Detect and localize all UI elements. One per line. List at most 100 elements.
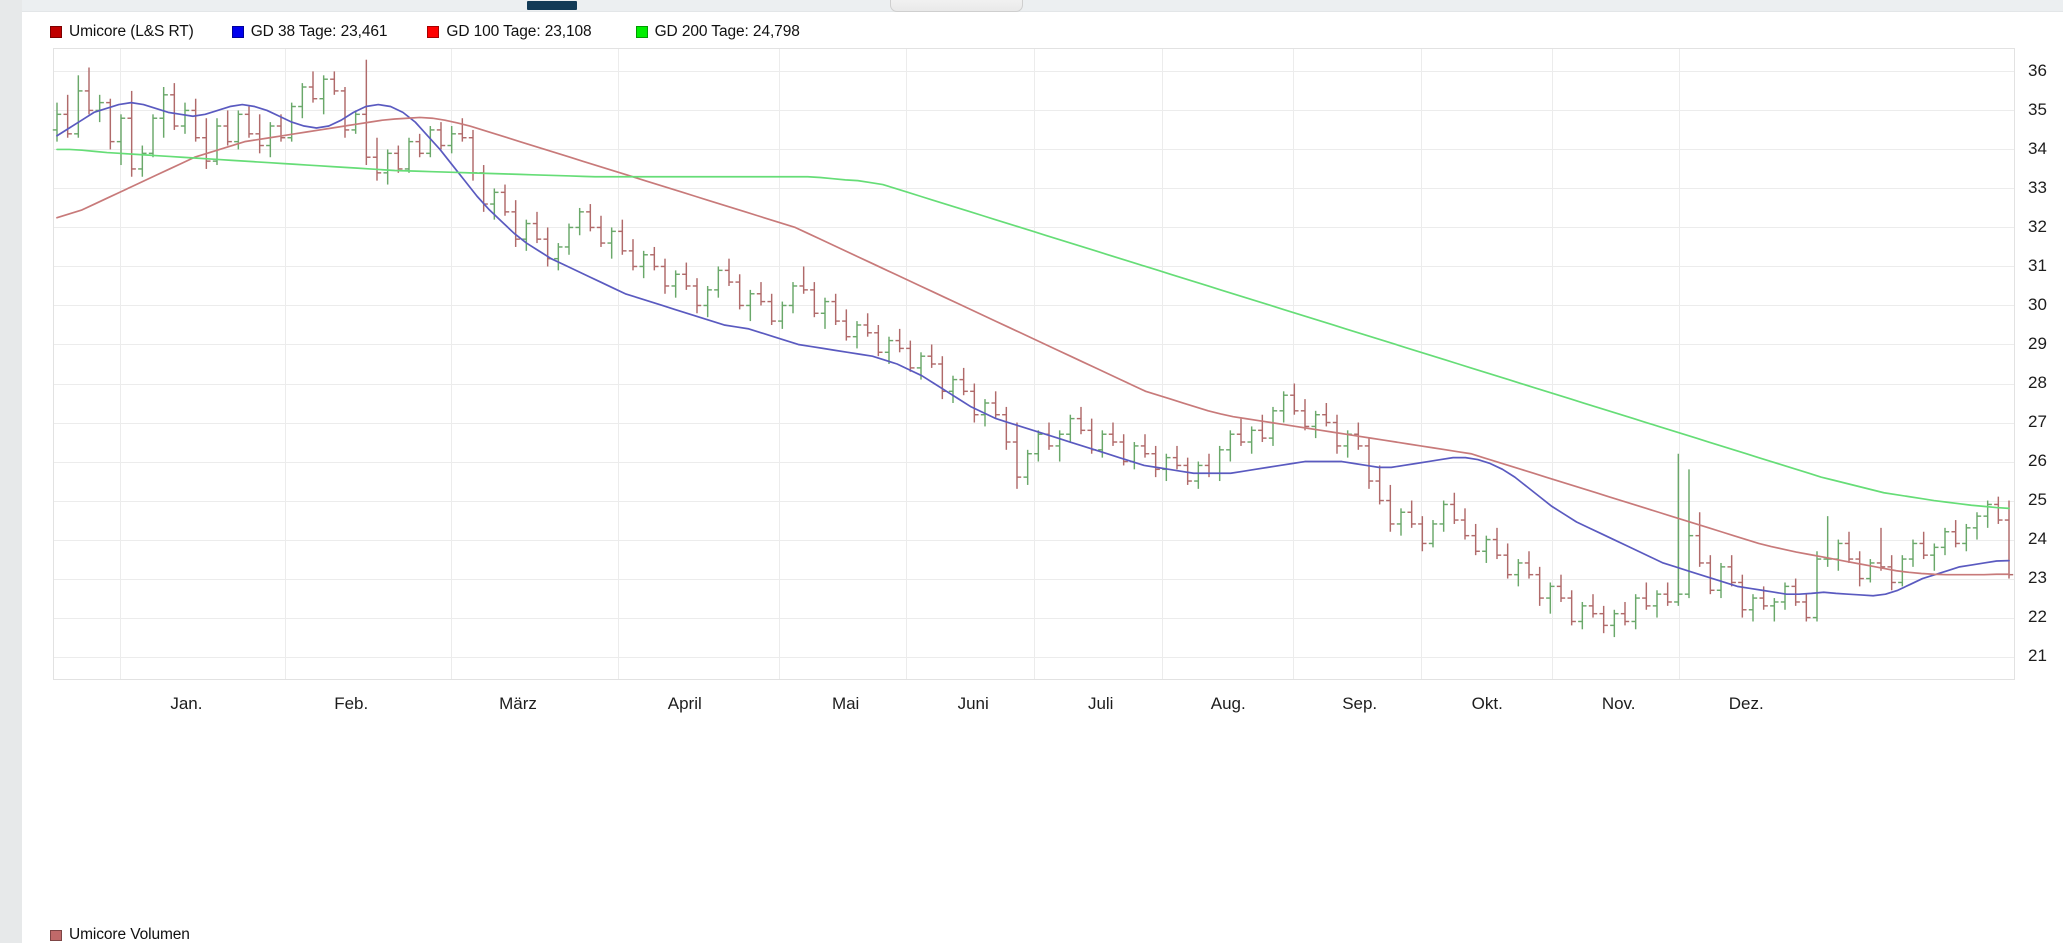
ohlc-bar — [447, 126, 456, 154]
ohlc-bar — [1151, 445, 1160, 478]
x-axis-tick-label: Nov. — [1602, 694, 1636, 713]
x-axis-tick-label: Juli — [1088, 694, 1114, 713]
ma-line-gd-200-tage — [56, 148, 2010, 510]
ohlc-bar — [298, 83, 307, 119]
ohlc-bar — [1684, 469, 1694, 599]
y-axis-tick-label: 33 — [2028, 178, 2047, 197]
ohlc-bar — [212, 118, 222, 166]
ohlc-bar — [1460, 508, 1470, 540]
ohlc-bar — [426, 126, 435, 158]
ohlc-bar — [1780, 582, 1790, 610]
ohlc-bar — [1951, 520, 1960, 548]
ohlc-bar — [735, 274, 744, 310]
ohlc-bar — [1140, 434, 1150, 458]
ohlc-bar — [1642, 582, 1651, 610]
ohlc-bar — [244, 106, 254, 138]
ohlc-bar — [1023, 449, 1032, 485]
y-axis-tick-label: 25 — [2028, 490, 2047, 509]
ohlc-bar — [746, 289, 755, 322]
ohlc-bar — [319, 75, 328, 115]
ohlc-bar — [1258, 414, 1267, 443]
y-axis-tick-label: 31 — [2028, 256, 2047, 275]
ohlc-bar — [330, 71, 339, 95]
toolbar-underline — [22, 12, 2063, 16]
ohlc-bar — [362, 59, 371, 166]
ohlc-bar — [927, 344, 936, 368]
y-axis-tick-label: 32 — [2028, 217, 2047, 236]
ohlc-bar — [767, 293, 776, 325]
ohlc-bar — [1066, 414, 1075, 443]
x-axis-tick-label: Aug. — [1211, 694, 1246, 713]
ohlc-bar — [671, 270, 680, 298]
ohlc-bar — [1108, 422, 1118, 446]
legend-item-umicore-price[interactable]: Umicore (L&S RT) — [50, 23, 194, 41]
legend-swatch-umicore-price — [50, 26, 62, 38]
ohlc-bar — [1940, 527, 1950, 556]
ohlc-bar — [74, 75, 83, 138]
volume-legend: Umicore Volumen — [50, 927, 190, 943]
ohlc-bar — [639, 250, 648, 279]
ohlc-bar — [906, 340, 915, 372]
ohlc-bar — [340, 87, 350, 138]
ohlc-bar — [1567, 590, 1576, 626]
ohlc-bar — [1588, 594, 1598, 618]
ohlc-bar — [1514, 559, 1523, 587]
ohlc-bar — [1268, 406, 1278, 446]
legend-item-gd-38[interactable]: GD 38 Tage: 23,461 — [231, 23, 387, 41]
ohlc-bar — [884, 336, 894, 364]
ohlc-bar — [863, 313, 872, 337]
ohlc-bar — [1631, 594, 1640, 630]
legend-item-gd-200[interactable]: GD 200 Tage: 24,798 — [635, 23, 800, 41]
ohlc-bar — [1695, 512, 1704, 567]
ohlc-bar — [1652, 590, 1662, 618]
ohlc-bar — [394, 145, 403, 173]
ohlc-bar — [1418, 516, 1427, 552]
ohlc-bar — [724, 258, 734, 286]
ohlc-bar — [703, 285, 712, 318]
ohlc-bars[interactable] — [52, 59, 2014, 638]
legend-item-umicore-volume[interactable]: Umicore Volumen — [50, 927, 190, 943]
ohlc-bar — [1674, 453, 1683, 606]
toolbar-strip — [22, 0, 2063, 12]
y-axis-tick-label: 26 — [2028, 451, 2047, 470]
ohlc-bar — [1887, 555, 1896, 591]
ohlc-bar — [1076, 406, 1086, 435]
ohlc-bar — [1620, 601, 1630, 626]
ohlc-bar — [1578, 601, 1587, 630]
ohlc-bar — [415, 133, 424, 158]
x-axis-tick-label: Juni — [958, 694, 989, 713]
toolbar-button[interactable] — [890, 0, 1023, 12]
legend-label-gd-200: GD 200 Tage: 24,798 — [654, 23, 800, 40]
ohlc-bar — [778, 301, 787, 329]
ohlc-bar — [799, 266, 808, 294]
ohlc-bar — [692, 278, 702, 314]
ohlc-bar — [1802, 594, 1811, 622]
ohlc-bar — [1450, 492, 1459, 524]
ohlc-bar — [810, 282, 819, 318]
ohlc-bar — [618, 219, 627, 255]
ohlc-bar — [159, 87, 168, 138]
ohlc-bar — [1983, 500, 1992, 528]
ohlc-bar — [970, 383, 979, 423]
legend-label-gd-100: GD 100 Tage: 23,108 — [446, 23, 592, 40]
legend-label-umicore-volume: Umicore Volumen — [69, 927, 190, 943]
y-axis-tick-label: 24 — [2028, 529, 2047, 548]
ohlc-bar — [628, 239, 638, 271]
chart-area[interactable]: 21 22 23 24 25 26 27 28 29 30 31 32 33 34 35 36 Jan. Feb.… — [22, 46, 2063, 916]
active-tab-indicator[interactable] — [527, 1, 577, 10]
ohlc-bar — [500, 184, 510, 216]
ohlc-bar — [842, 309, 851, 341]
ohlc-bar — [1599, 605, 1608, 634]
legend-item-gd-100[interactable]: GD 100 Tage: 23,108 — [427, 23, 592, 41]
ohlc-bar — [714, 266, 723, 298]
ohlc-bar — [1055, 430, 1064, 462]
ohlc-bar — [1738, 574, 1747, 618]
ohlc-bar — [1663, 582, 1672, 606]
ohlc-bar — [852, 321, 862, 349]
ohlc-bar — [1428, 520, 1438, 548]
x-axis-tick-label: Mai — [832, 694, 859, 713]
y-axis-tick-label: 30 — [2028, 295, 2047, 314]
price-chart-svg[interactable]: 21 22 23 24 25 26 27 28 29 30 31 32 33 34 35 36 Jan. Feb.… — [22, 46, 2063, 916]
ohlc-bar — [820, 297, 830, 329]
ohlc-bar — [1386, 484, 1395, 532]
